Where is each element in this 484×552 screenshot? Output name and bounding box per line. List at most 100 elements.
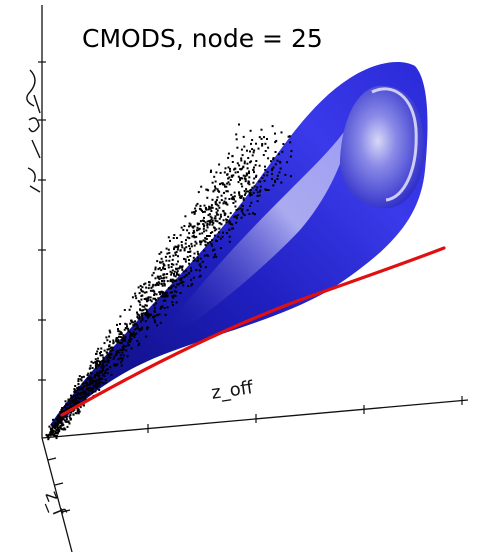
scatter-point — [108, 345, 110, 348]
scatter-point — [253, 166, 255, 169]
scatter-point — [99, 354, 102, 357]
scatter-point — [146, 310, 148, 313]
scatter-point — [88, 378, 91, 381]
scatter-point — [249, 192, 252, 195]
scatter-point — [113, 364, 116, 367]
scatter-point — [141, 309, 144, 312]
scatter-point — [208, 205, 211, 208]
scatter-point — [249, 205, 251, 207]
scatter-point — [188, 262, 191, 265]
scatter-point — [98, 381, 101, 384]
scatter-point — [170, 273, 173, 276]
scatter-point — [238, 164, 241, 167]
scatter-point — [194, 207, 197, 210]
scatter-point — [168, 251, 171, 254]
scatter-point — [84, 382, 87, 385]
scatter-point — [50, 430, 52, 433]
scatter-point — [146, 300, 148, 303]
scatter-point — [259, 185, 262, 188]
scatter-point — [164, 255, 167, 258]
scatter-point — [102, 358, 105, 361]
scatter-point — [141, 305, 144, 308]
scatter-point — [192, 259, 195, 262]
scatter-point — [203, 240, 206, 243]
scatter-point — [253, 185, 256, 188]
scatter-point — [166, 294, 169, 297]
scatter-point — [144, 313, 147, 316]
scatter-point — [197, 256, 200, 259]
scatter-point — [68, 407, 71, 410]
scatter-point — [241, 185, 244, 188]
scatter-point — [221, 235, 224, 238]
scatter-point — [280, 131, 283, 134]
scatter-point — [199, 274, 202, 277]
scatter-point — [220, 199, 223, 202]
scatter-point — [58, 430, 61, 433]
scatter-point — [168, 259, 171, 262]
scatter-point — [211, 231, 214, 234]
scatter-point — [178, 278, 181, 281]
scatter-point — [115, 351, 118, 354]
scatter-point — [164, 299, 167, 302]
scatter-point — [173, 246, 176, 249]
scatter-point — [124, 322, 127, 325]
scatter-point — [209, 207, 212, 210]
scatter-point — [85, 392, 88, 395]
scatter-point — [216, 209, 219, 212]
scatter-point — [166, 306, 169, 309]
scatter-point — [174, 253, 177, 256]
scatter-point — [159, 293, 162, 296]
scatter-point — [136, 311, 138, 314]
scatter-point — [56, 432, 59, 435]
scatter-point — [180, 244, 183, 247]
scatter-point — [241, 177, 244, 180]
scatter-point — [126, 341, 129, 344]
scatter-point — [92, 381, 95, 384]
scatter-point — [211, 206, 214, 209]
scatter-point — [228, 228, 231, 231]
scatter-point — [117, 350, 119, 353]
scatter-point — [250, 160, 252, 163]
scatter-point — [87, 389, 90, 392]
scatter-point — [59, 425, 62, 427]
scatter-point — [143, 298, 146, 300]
scatter-point — [133, 335, 136, 338]
scatter-point — [61, 428, 64, 431]
scatter-point — [210, 204, 213, 207]
scatter-point — [150, 300, 153, 303]
scatter-point — [180, 241, 183, 243]
scatter-point — [213, 175, 216, 178]
scatter-point — [69, 414, 72, 416]
scatter-point — [98, 379, 101, 382]
scatter-point — [161, 292, 164, 295]
scatter-point — [246, 173, 249, 176]
scatter-point — [143, 283, 146, 286]
scatter-point — [184, 260, 187, 263]
scatter-point — [163, 282, 166, 285]
scatter-point — [175, 245, 178, 248]
scatter-point — [271, 173, 273, 175]
scatter-point — [134, 292, 137, 295]
scatter-point — [66, 403, 69, 406]
scatter-point — [246, 149, 248, 152]
scatter-point — [208, 219, 211, 222]
scatter-point — [159, 307, 162, 310]
scatter-point — [174, 275, 177, 278]
scatter-point — [202, 239, 205, 242]
scatter-point — [54, 426, 57, 429]
scatter-point — [73, 399, 75, 402]
scatter-point — [158, 278, 161, 281]
scatter-point — [256, 191, 259, 194]
scatter-point — [53, 433, 56, 436]
scatter-point — [214, 219, 217, 222]
scatter-point — [122, 334, 125, 337]
scatter-point — [153, 294, 156, 296]
scatter-point — [99, 352, 101, 355]
scatter-point — [228, 240, 231, 243]
scatter-point — [141, 326, 144, 329]
scatter-point — [203, 210, 206, 213]
scatter-point — [264, 150, 267, 152]
scatter-point — [256, 186, 259, 189]
scatter-point — [188, 245, 191, 247]
scatter-point — [228, 221, 231, 224]
